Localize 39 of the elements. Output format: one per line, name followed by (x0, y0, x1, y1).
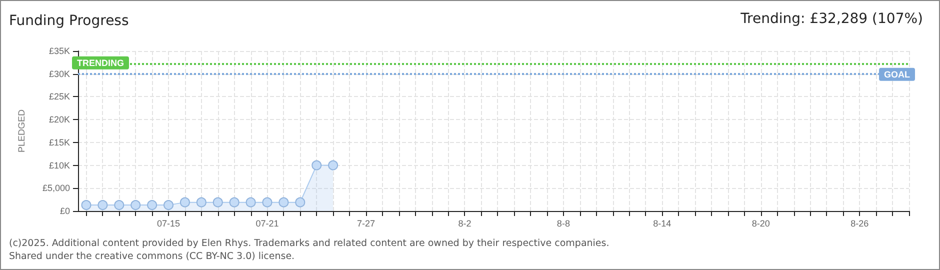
y-tick-label: £20K (48, 114, 70, 125)
x-tick-label: 8-26 (850, 218, 869, 228)
point (196, 197, 206, 208)
point (328, 160, 338, 170)
point (164, 200, 174, 210)
x-tick-label: 7-27 (356, 218, 375, 228)
ref-line-label: TRENDING (77, 58, 124, 68)
point (114, 200, 124, 210)
point (147, 200, 158, 210)
y-tick-label: £25K (48, 92, 70, 102)
ref-line-label: GOAL (884, 69, 910, 80)
chart-subtitle: Trending: £32,289 (107%) (740, 11, 923, 27)
text: (c)2025. Additional content provided by Elen Rhys. Trademarks and related content are owned by their respective companies. (9, 238, 610, 249)
point (278, 197, 289, 208)
x-tick-label: 8-2 (458, 218, 472, 228)
x-tick-label: 8-20 (752, 218, 770, 228)
text: Shared under the creative commons (CC BY-NC 3.0) license. (9, 251, 295, 262)
y-axis-title: PLEDGED (16, 108, 26, 153)
y-tick-label: £10K (48, 160, 70, 170)
chart-title: Funding Progress (9, 13, 129, 29)
point (312, 160, 322, 170)
point (81, 200, 92, 210)
y-tick-label: £0 (60, 206, 70, 216)
point (295, 197, 306, 208)
x-tick-label: 07-15 (156, 218, 180, 228)
point (246, 197, 256, 208)
point (229, 197, 240, 208)
point (98, 200, 108, 210)
point (262, 197, 272, 208)
x-tick-label: 8-8 (556, 218, 570, 228)
x-tick-label: 07-21 (256, 218, 279, 228)
point (212, 197, 223, 208)
point (130, 200, 141, 210)
y-tick-label: £15K (48, 137, 70, 148)
y-tick-label: £5,000 (42, 183, 70, 194)
y-tick-label: £35K (48, 46, 70, 56)
y-tick-label: £30K (48, 68, 70, 79)
point (180, 197, 190, 208)
x-tick-label: 8-14 (653, 218, 672, 228)
